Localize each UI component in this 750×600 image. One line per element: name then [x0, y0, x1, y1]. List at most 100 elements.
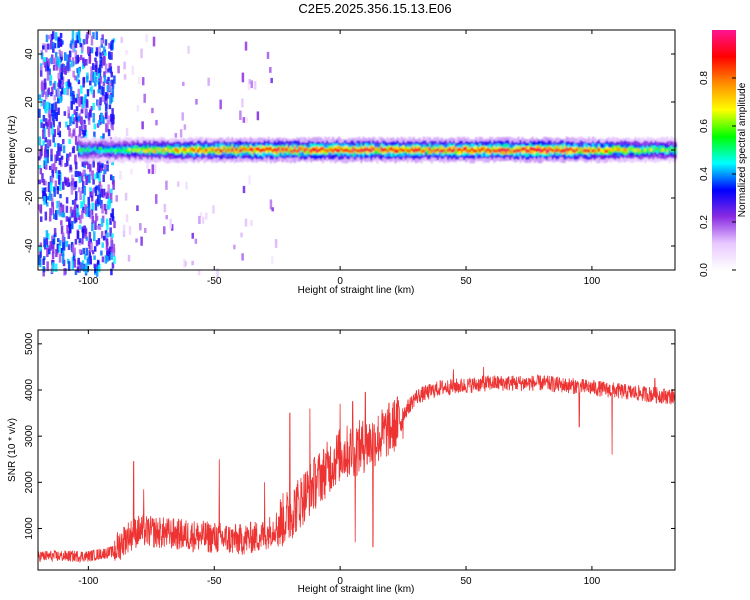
noise-cell: [43, 57, 47, 63]
noise-cell: [44, 211, 48, 221]
ridge-cell: [225, 149, 228, 154]
noise-cell: [100, 231, 104, 239]
ridge-cell: [593, 149, 597, 153]
noise-cell: [61, 40, 64, 45]
x-tick-label: 50: [460, 576, 472, 587]
noise-cell: [181, 112, 184, 121]
noise-cell: [41, 173, 44, 183]
noise-cell: [197, 269, 201, 276]
noise-cell: [58, 170, 61, 175]
x-tick-label: -100: [78, 276, 98, 287]
ridge-cell: [265, 147, 268, 151]
noise-cell: [89, 80, 92, 86]
noise-cell: [99, 59, 102, 67]
ridge-cell: [326, 149, 329, 153]
ridge-cell: [583, 148, 587, 153]
noise-cell: [71, 44, 75, 53]
noise-cell: [90, 66, 93, 75]
noise-cell: [61, 85, 64, 95]
ridge-cell: [239, 149, 242, 153]
noise-cell: [58, 121, 61, 128]
noise-cell: [76, 170, 80, 177]
ridge-cell: [158, 148, 162, 152]
noise-cell: [78, 238, 82, 243]
noise-cell: [97, 69, 101, 79]
noise-cell: [45, 57, 48, 68]
noise-cell: [106, 191, 110, 199]
noise-cell: [53, 94, 56, 101]
ridge-cell: [102, 145, 105, 153]
noise-cell: [109, 174, 113, 181]
noise-cell: [82, 97, 86, 106]
ridge-cell: [297, 148, 301, 153]
ridge-cell: [285, 148, 288, 152]
ridge-cell: [201, 146, 204, 154]
noise-cell: [61, 204, 65, 213]
noise-cell: [107, 76, 110, 81]
noise-cell: [45, 34, 49, 43]
noise-cell: [38, 204, 41, 210]
noise-cell: [85, 207, 89, 217]
ridge-cell: [281, 147, 284, 151]
ridge-cell: [493, 149, 496, 153]
ridge-cell: [448, 147, 452, 151]
ridge-cell: [444, 147, 448, 152]
ridge-cell: [487, 147, 490, 151]
ridge-cell: [148, 147, 151, 152]
noise-cell: [101, 94, 105, 103]
noise-cell: [73, 109, 76, 116]
noise-cell: [67, 261, 71, 271]
ridge-cell: [170, 148, 174, 153]
ridge-cell: [674, 148, 677, 152]
noise-cell: [81, 210, 84, 219]
ridge-cell: [559, 149, 562, 153]
noise-cell: [51, 31, 55, 40]
ridge-cell: [291, 149, 294, 154]
ridge-cell: [237, 149, 240, 154]
noise-cell: [73, 199, 77, 208]
noise-cell: [58, 245, 61, 253]
ridge-cell: [396, 149, 399, 154]
ridge-cell: [112, 148, 115, 153]
ridge-cell: [142, 145, 145, 153]
noise-cell: [38, 255, 41, 266]
ridge-cell: [346, 148, 349, 152]
ridge-cell: [199, 147, 202, 151]
noise-cell: [98, 181, 102, 187]
ridge-cell: [382, 148, 385, 152]
y-tick-label: 3000: [24, 425, 35, 448]
ridge-cell: [656, 147, 659, 151]
ridge-cell: [501, 147, 504, 152]
noise-cell: [59, 95, 63, 103]
noise-cell: [74, 75, 77, 81]
ridge-cell: [84, 148, 87, 153]
noise-cell: [81, 180, 85, 188]
noise-cell: [85, 176, 89, 182]
noise-cell: [39, 248, 42, 258]
noise-cell: [42, 266, 46, 271]
ridge-cell: [408, 149, 411, 153]
noise-cell: [122, 230, 126, 237]
noise-cell: [73, 258, 76, 268]
noise-cell: [43, 196, 46, 205]
ridge-cell: [529, 146, 532, 151]
noise-cell: [81, 63, 85, 70]
ridge-cell: [253, 147, 256, 151]
noise-cell: [88, 54, 92, 62]
noise-cell: [67, 79, 70, 87]
noise-cell: [78, 67, 81, 74]
noise-cell: [110, 268, 113, 276]
noise-cell: [250, 220, 253, 226]
noise-cell: [98, 263, 101, 273]
spectrogram-x-label: Height of straight line (km): [298, 285, 415, 296]
ridge-cell: [608, 147, 611, 151]
noise-cell: [46, 139, 50, 147]
noise-cell: [89, 171, 92, 177]
ridge-cell: [418, 147, 421, 151]
noise-cell: [85, 247, 88, 256]
ridge-cell: [525, 149, 528, 153]
noise-cell: [61, 76, 65, 86]
noise-cell: [113, 256, 116, 264]
noise-cell: [100, 188, 103, 198]
ridge-cell: [477, 147, 480, 152]
